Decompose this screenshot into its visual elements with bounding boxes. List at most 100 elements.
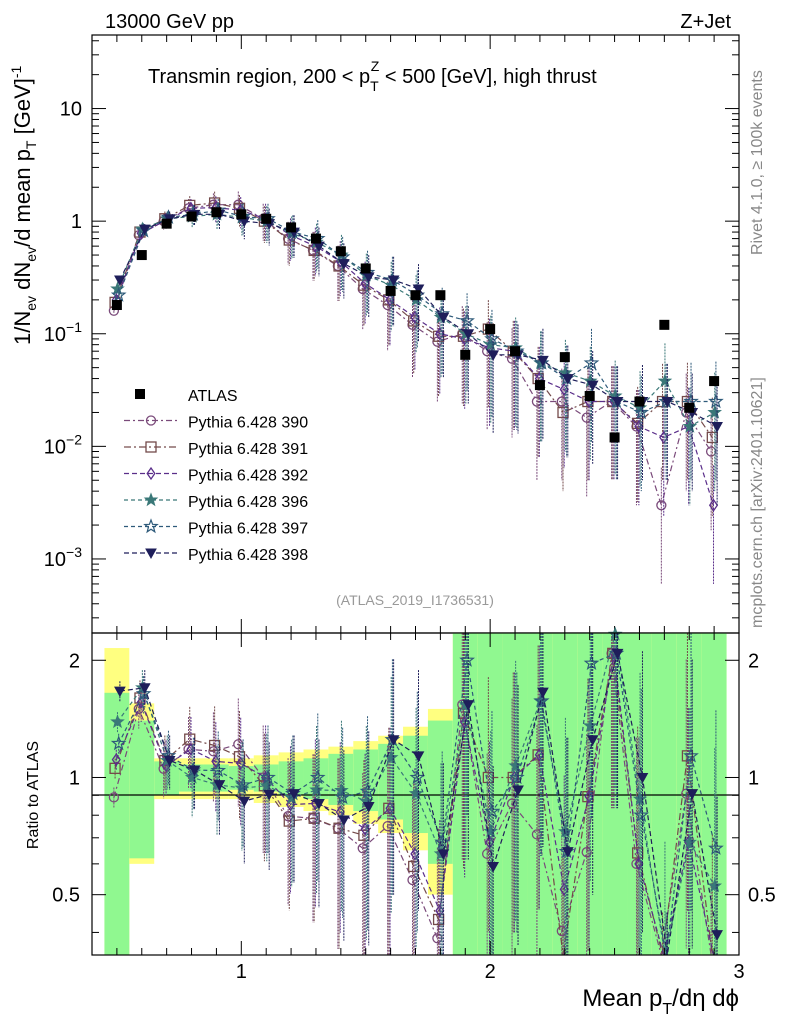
ratio-band-green bbox=[104, 692, 130, 955]
ratio-point-2 bbox=[111, 753, 121, 767]
ratio-point-5 bbox=[263, 789, 276, 801]
ratio-point-5 bbox=[437, 849, 450, 860]
series-point-5 bbox=[487, 350, 500, 361]
series-point-4 bbox=[533, 354, 550, 370]
atlas-data-layer bbox=[111, 207, 720, 443]
ratio-point-4 bbox=[509, 769, 525, 785]
ratio-point-0 bbox=[407, 874, 418, 886]
series-point-4 bbox=[110, 286, 127, 302]
main-panel: 10 1 10−1 10−2 10−3 Transmin region, 200 < p… bbox=[8, 34, 740, 634]
series-point-5 bbox=[711, 422, 723, 433]
legend-label-5: Pythia 6.428 398 bbox=[188, 547, 308, 564]
ratio-point-1 bbox=[333, 822, 345, 834]
ratio-band-green bbox=[154, 761, 180, 796]
series-point-5 bbox=[462, 329, 475, 340]
ratio-point-3 bbox=[259, 778, 275, 792]
series-point-4 bbox=[583, 354, 600, 370]
series-point-3 bbox=[707, 404, 723, 419]
series-point-5 bbox=[537, 355, 549, 367]
ratio-point-5 bbox=[611, 648, 624, 660]
atlas-data-point bbox=[684, 402, 695, 413]
ratio-point-0 bbox=[581, 847, 592, 858]
legend: ATLAS Pythia 6.428 390 Pythia 6.428 391 Pyt… bbox=[124, 388, 308, 564]
series-point-5 bbox=[561, 374, 574, 385]
main-y-tick-label: 10−3 bbox=[44, 544, 82, 571]
ratio-y-tick-label-right: 0.5 bbox=[748, 885, 776, 907]
ratio-point-5 bbox=[163, 756, 176, 767]
ratio-point-4 bbox=[235, 776, 251, 792]
ratio-point-3 bbox=[483, 823, 498, 838]
ratio-point-4 bbox=[434, 833, 451, 849]
ratio-point-5 bbox=[512, 785, 524, 797]
ratio-point-3 bbox=[408, 785, 424, 800]
ratio-point-2 bbox=[559, 882, 569, 896]
atlas-data-point bbox=[310, 233, 321, 244]
series-point-0 bbox=[656, 500, 667, 511]
series-point-5 bbox=[611, 397, 624, 408]
ratio-point-5 bbox=[213, 780, 226, 791]
header-right: Z+Jet bbox=[680, 11, 731, 33]
series-point-5 bbox=[387, 275, 400, 287]
legend-marker-1 bbox=[145, 441, 157, 453]
ratio-point-5 bbox=[686, 789, 699, 800]
series-point-4 bbox=[708, 393, 724, 409]
atlas-data-point bbox=[385, 285, 396, 296]
ratio-point-5 bbox=[586, 735, 599, 746]
atlas-data-point bbox=[286, 222, 297, 233]
ratio-point-4 bbox=[533, 692, 550, 708]
legend-label-4: Pythia 6.428 397 bbox=[188, 521, 308, 538]
legend-marker-5 bbox=[145, 548, 157, 560]
x-tick-label: 2 bbox=[485, 961, 496, 983]
legend-label-3: Pythia 6.428 396 bbox=[188, 494, 308, 511]
series-point-2 bbox=[659, 430, 669, 445]
legend-label-atlas: ATLAS bbox=[188, 388, 238, 405]
atlas-data-point bbox=[161, 218, 172, 229]
ratio-y-tick-label: 2 bbox=[69, 650, 80, 672]
atlas-data-point bbox=[111, 300, 122, 311]
ratio-point-5 bbox=[114, 686, 126, 698]
atlas-data-point bbox=[410, 290, 421, 301]
main-y-tick-label: 1 bbox=[71, 211, 82, 233]
atlas-data-point bbox=[136, 250, 147, 261]
ratio-point-5 bbox=[313, 799, 325, 810]
series-point-4 bbox=[459, 312, 475, 328]
ratio-point-4 bbox=[583, 655, 600, 671]
series-point-0 bbox=[705, 446, 717, 457]
series-point-4 bbox=[633, 404, 650, 420]
ratio-y-tick-label: 0.5 bbox=[52, 885, 80, 907]
ratio-point-4 bbox=[110, 735, 127, 751]
series-point-5 bbox=[586, 380, 599, 392]
series-point-1 bbox=[706, 431, 718, 444]
ratio-point-0 bbox=[108, 792, 120, 803]
ratio-y-tick-label-right: 1 bbox=[748, 767, 759, 789]
ratio-point-3 bbox=[582, 718, 598, 733]
ratio-point-5 bbox=[412, 751, 425, 762]
legend-marker-atlas bbox=[135, 389, 145, 399]
plot-title: Transmin region, 200 < pTZ < 500 [GeV], … bbox=[148, 58, 597, 94]
y-axis-label: 1/Nev dNev/d mean pT [GeV]-1 bbox=[8, 65, 39, 345]
ratio-point-4 bbox=[359, 783, 376, 799]
ratio-point-3 bbox=[110, 714, 125, 729]
ratio-point-3 bbox=[632, 791, 648, 806]
ratio-axes: 2 2 1 1 0.5 0.5 bbox=[52, 633, 776, 955]
series-point-3 bbox=[682, 418, 698, 433]
main-axes: 10 1 10−1 10−2 10−3 bbox=[44, 35, 740, 633]
mcplots-label: mcplots.cern.ch [arXiv:2401.10621] bbox=[749, 377, 766, 628]
ratio-point-5 bbox=[238, 796, 251, 808]
ratio-y-tick-label-right: 2 bbox=[748, 650, 759, 672]
atlas-data-point bbox=[559, 352, 570, 363]
ratio-point-2 bbox=[584, 789, 594, 804]
main-y-tick-label: 10 bbox=[60, 99, 82, 121]
ratio-point-5 bbox=[561, 847, 574, 858]
legend-marker-2 bbox=[146, 466, 156, 481]
ratio-point-0 bbox=[506, 798, 518, 809]
ratio-band-green bbox=[651, 633, 677, 955]
series-point-5 bbox=[437, 312, 450, 324]
ratio-point-3 bbox=[309, 782, 324, 797]
ratio-band-green bbox=[502, 633, 528, 955]
ratio-point-3 bbox=[383, 749, 399, 764]
ratio-point-4 bbox=[260, 769, 276, 785]
series-point-2 bbox=[559, 382, 569, 397]
ratio-band-green bbox=[602, 633, 628, 955]
ratio-point-1 bbox=[482, 771, 495, 784]
